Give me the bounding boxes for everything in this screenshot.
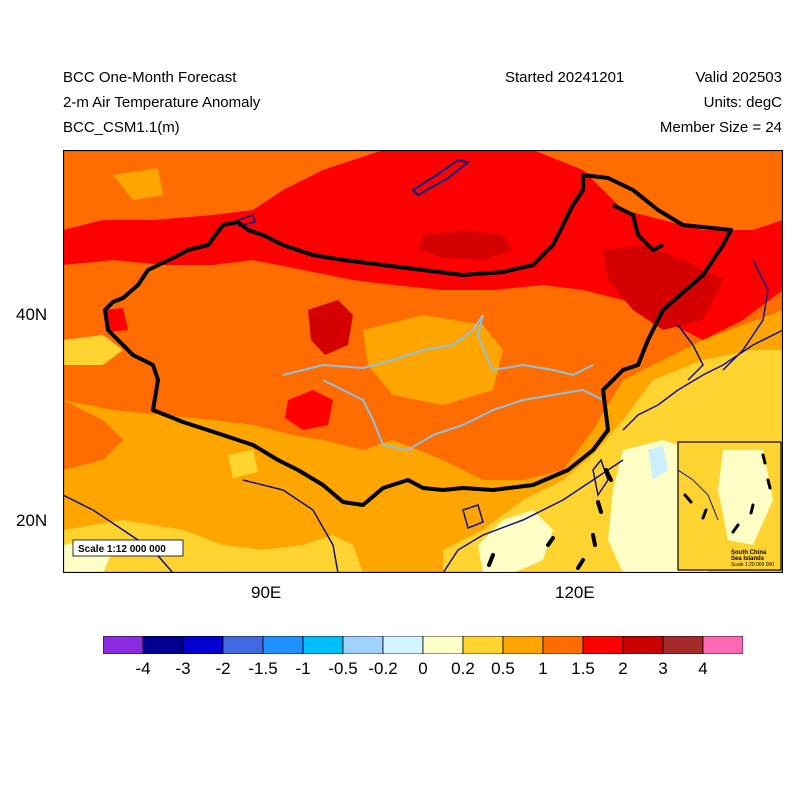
forecast-title: BCC One-Month Forecast — [63, 69, 237, 86]
hainan-island — [462, 504, 484, 530]
anomaly-region-0.5-1-north — [113, 168, 163, 200]
colorbar-swatch — [182, 636, 224, 654]
lake-baikal — [411, 158, 471, 197]
colorbar-swatch — [103, 636, 144, 654]
inset-pale-region — [718, 450, 773, 545]
started-date: Started 20241201 — [505, 69, 625, 86]
colorbar-tick-label: 1 — [538, 659, 548, 678]
anomaly-region-1.5-2-south — [285, 390, 333, 430]
colorbar-tick-label: -1.5 — [248, 659, 278, 678]
colorbar-swatch — [542, 636, 584, 654]
valid-date: Valid 202503 — [695, 69, 782, 86]
colorbar-tick-label: 2 — [618, 659, 628, 678]
inset-label-line2: Sea Islands — [731, 556, 765, 562]
anomaly-region-2-3-northeast — [603, 245, 723, 330]
colorbar-swatch — [702, 636, 743, 654]
anomaly-region-0.2-0.5-southwest — [63, 520, 363, 573]
colorbar-tick-label: 4 — [698, 659, 708, 678]
coastline-south — [442, 459, 624, 573]
colorbar-swatch — [422, 636, 464, 654]
colorbar-tick-label: -1 — [295, 659, 311, 678]
coastline-korea — [677, 324, 704, 381]
lon-tick-120e: 120E — [555, 583, 595, 602]
inset-coast — [677, 469, 719, 521]
anomaly-region-0.5-1-patch — [363, 315, 503, 405]
colorbar-swatch — [342, 636, 384, 654]
anomaly-region-0.2-0.5-west — [63, 335, 123, 365]
colorbar-tick-label: -3 — [175, 659, 191, 678]
lon-tick-90e: 90E — [251, 583, 282, 602]
colorbar-tick-label: -4 — [135, 659, 151, 678]
colorbar-swatch — [142, 636, 184, 654]
china-border — [103, 173, 733, 507]
colorbar-tick-label: 0.5 — [491, 659, 515, 678]
map-frame — [63, 150, 783, 573]
anomaly-region-0.2-0.5-patch — [228, 450, 258, 478]
anomaly-region-2-3-central — [308, 300, 353, 355]
china-border-ne — [612, 203, 664, 253]
anomaly-region-0-0.2-south — [478, 510, 553, 573]
colorbar-tick-label: -0.5 — [328, 659, 358, 678]
lat-tick-20n: 20N — [16, 511, 48, 530]
colorbar-swatch — [582, 636, 624, 654]
scale-box — [72, 539, 184, 557]
inset-dashes — [683, 453, 772, 534]
anomaly-region-negative — [648, 445, 668, 480]
coastline-east — [622, 329, 783, 431]
units-label: Units: degC — [703, 94, 782, 111]
lat-tick-40n: 40N — [16, 305, 48, 324]
model-label: BCC_CSM1.1(m) — [63, 119, 180, 136]
anomaly-region-1-1.5-west — [63, 400, 123, 470]
coastline-japan — [722, 259, 769, 371]
colorbar-swatch — [662, 636, 704, 654]
inset-scale: Scale 1:20 000 000 — [731, 562, 774, 568]
south-china-sea-inset: South China Sea Islands Scale 1:20 000 0… — [677, 441, 782, 571]
colorbar-swatch — [622, 636, 664, 654]
colorbar-swatch — [502, 636, 544, 654]
colorbar-tick-label: 0 — [418, 659, 428, 678]
scale-label: Scale 1:12 000 000 — [78, 544, 166, 555]
yellow-river — [282, 314, 594, 377]
colorbar-swatch — [302, 636, 344, 654]
coastline-india — [63, 494, 174, 573]
taiwan-island — [592, 458, 609, 497]
colorbar-tick-label: 0.2 — [451, 659, 475, 678]
colorbar-tick-label: -0.2 — [368, 659, 398, 678]
colorbar-tick-label: -2 — [215, 659, 231, 678]
yangtze-river — [322, 379, 604, 452]
nine-dash-line — [487, 468, 613, 570]
colorbar — [103, 636, 743, 654]
colorbar-swatch — [382, 636, 424, 654]
colorbar-swatch — [462, 636, 504, 654]
colorbar-tick-label: 1.5 — [571, 659, 595, 678]
anomaly-region-2-3-north — [418, 230, 513, 260]
colorbar-swatch — [262, 636, 304, 654]
coastline-bay — [242, 479, 339, 573]
inset-label-line1: South China — [731, 550, 767, 556]
variable-label: 2-m Air Temperature Anomaly — [63, 94, 261, 111]
colorbar-swatch — [222, 636, 264, 654]
anomaly-map: Scale 1:12 000 000 South China Sea Islan… — [63, 150, 783, 573]
colorbar-tick-label: 3 — [658, 659, 668, 678]
member-size: Member Size = 24 — [659, 119, 782, 136]
